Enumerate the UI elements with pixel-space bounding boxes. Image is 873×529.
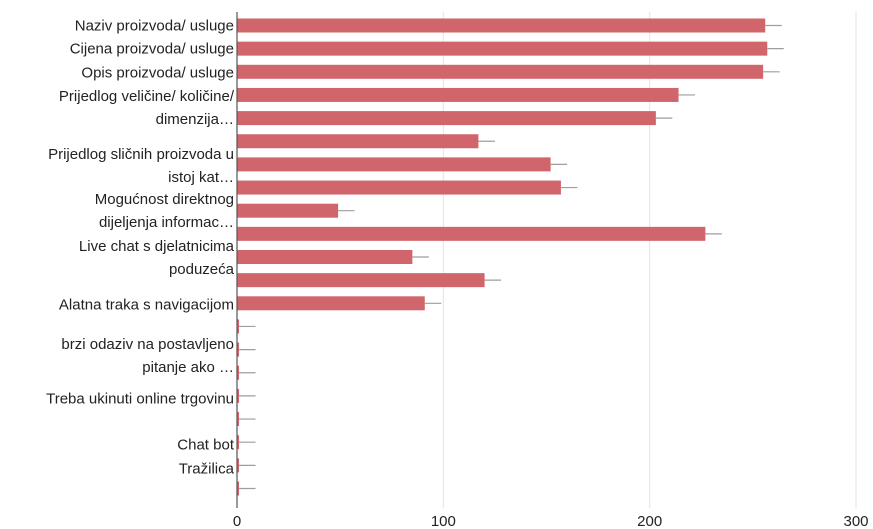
bar [237, 111, 656, 126]
bar [237, 342, 240, 357]
bar [237, 180, 561, 195]
x-tick-labels: 0 100 200 300 [233, 513, 869, 529]
bar [237, 226, 706, 241]
bar [237, 365, 240, 380]
grid-lines [442, 12, 857, 508]
category-label: pitanje ako … [142, 359, 234, 376]
bar [237, 388, 240, 403]
bar [237, 435, 240, 450]
category-label: Opis proizvoda/ usluge [81, 65, 234, 82]
category-label: Mogućnost direktnog [95, 191, 234, 208]
bar [237, 273, 485, 288]
bar [237, 319, 240, 334]
category-label: Tražilica [179, 461, 235, 478]
category-label: Naziv proizvoda/ usluge [75, 18, 234, 35]
category-labels: Naziv proizvoda/ usluge Cijena proizvoda/… [46, 18, 235, 478]
bar [237, 41, 768, 56]
error-bars [239, 24, 784, 490]
category-label: Live chat s djelatnicima [79, 238, 235, 255]
x-tick-label: 300 [843, 513, 868, 529]
bars [237, 18, 768, 496]
bar [237, 134, 479, 149]
bar [237, 87, 679, 102]
bar [237, 481, 240, 496]
bar [237, 296, 425, 311]
bar [237, 458, 240, 473]
bar [237, 412, 240, 427]
category-label: Prijedlog veličine/ količine/ [59, 88, 235, 105]
category-label: brzi odaziv na postavljeno [61, 336, 234, 353]
category-label: Cijena proizvoda/ usluge [70, 41, 234, 58]
x-tick-label: 100 [431, 513, 456, 529]
category-label: istoj kat… [168, 169, 234, 186]
bar [237, 203, 339, 218]
category-label: poduzeća [169, 261, 235, 278]
bar [237, 18, 766, 33]
bar [237, 250, 413, 264]
category-label: Alatna traka s navigacijom [59, 297, 234, 314]
x-tick-label: 200 [637, 513, 662, 529]
category-label: dijeljenja informac… [99, 214, 234, 231]
category-label: dimenzija… [156, 111, 234, 128]
category-label: Treba ukinuti online trgovinu [46, 391, 234, 408]
bar [237, 64, 764, 79]
x-tick-label: 0 [233, 513, 241, 529]
bar [237, 157, 551, 172]
category-label: Prijedlog sličnih proizvoda u [48, 146, 234, 163]
category-label: Chat bot [177, 437, 235, 454]
